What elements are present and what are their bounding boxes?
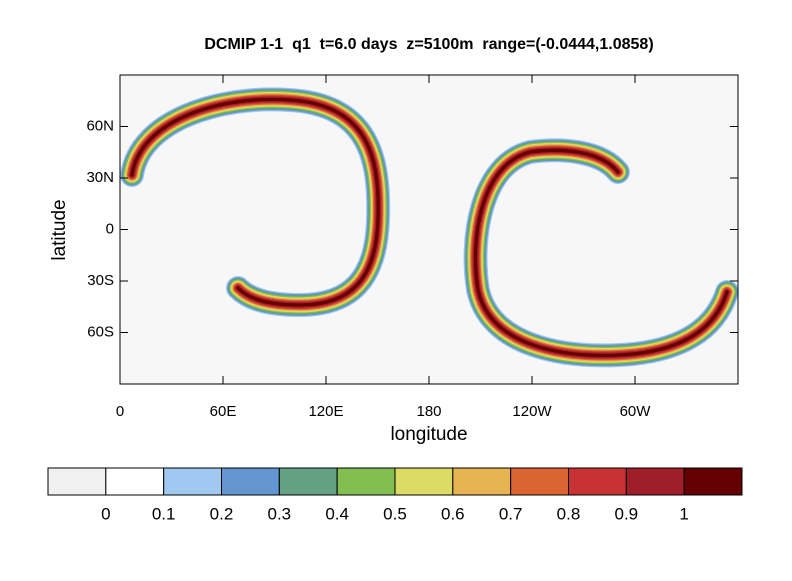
contour-band — [130, 97, 380, 307]
colorbar-label: 0.4 — [325, 504, 349, 523]
colorbar-label: 0.8 — [557, 504, 581, 523]
colorbar-label: 0 — [101, 504, 110, 523]
y-tick-label: 30S — [87, 272, 114, 289]
colorbar-label: 1 — [679, 504, 688, 523]
colorbar-label: 0.5 — [383, 504, 407, 523]
colorbar-box — [105, 467, 165, 496]
colorbar-box — [394, 467, 454, 496]
colorbar-box — [278, 467, 338, 496]
colorbar-box — [221, 467, 280, 496]
x-axis-label: longitude — [390, 424, 467, 445]
x-tick-label: 60E — [210, 403, 237, 420]
colorbar-label: 0.6 — [441, 504, 465, 523]
colorbar-box — [452, 467, 512, 496]
y-tick-label: 30N — [86, 169, 114, 186]
x-tick-label: 120E — [308, 403, 343, 420]
y-tick-label: 0 — [106, 220, 114, 237]
colorbar-label: 0.1 — [152, 504, 176, 523]
colorbar-box — [568, 467, 627, 496]
y-tick-label: 60N — [86, 117, 114, 134]
colorbar-label: 0.9 — [615, 504, 639, 523]
y-axis-label: latitude — [49, 199, 70, 260]
contour-field — [120, 87, 738, 368]
contour-band — [473, 148, 729, 358]
x-tick-label: 0 — [116, 403, 124, 420]
colorbar-box — [510, 467, 569, 496]
chart-title: DCMIP 1-1 q1 t=6.0 days z=5100m range=(-… — [204, 36, 653, 53]
colorbar-box — [47, 467, 107, 496]
x-tick-label: 180 — [416, 403, 441, 420]
colorbar-label: 0.7 — [499, 504, 523, 523]
colorbar-box — [683, 467, 743, 496]
colorbar-box — [625, 467, 685, 496]
x-tick-label: 120W — [512, 403, 552, 420]
x-tick-label: 60W — [620, 403, 652, 420]
plot-area — [120, 75, 738, 384]
colorbar-label: 0.2 — [210, 504, 234, 523]
y-tick-label: 60S — [87, 323, 114, 340]
colorbar-box — [163, 467, 223, 496]
colorbar-label: 0.3 — [268, 504, 292, 523]
colorbar-box — [336, 467, 396, 496]
